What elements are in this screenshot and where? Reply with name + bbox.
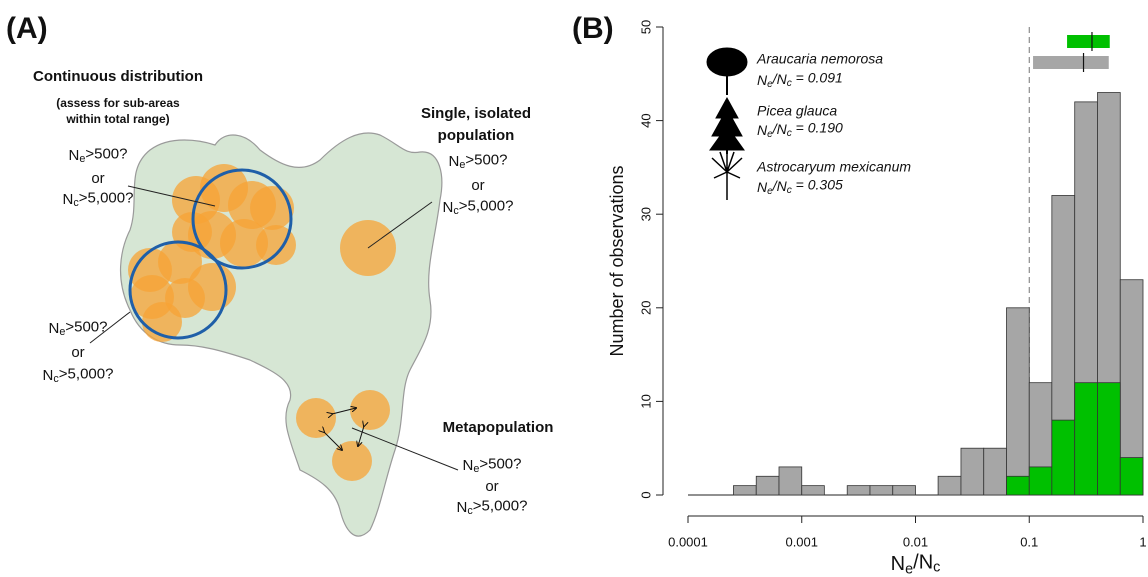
histogram-bar <box>1028 466 1053 496</box>
species-ratio: Ne​/Nc​ = 0.305 <box>757 176 843 196</box>
section-note: (assess for sub-areas <box>56 96 180 110</box>
species-ratio: Ne​/Nc​ = 0.091 <box>757 69 843 89</box>
tree-icons <box>706 47 748 200</box>
x-tick-label: 1 <box>1139 534 1146 549</box>
assessment-area <box>191 168 293 270</box>
histogram-bar <box>983 447 1007 496</box>
section-title: Metapopulation <box>443 419 554 436</box>
x-axis-label: Ne​/Nc​ <box>891 552 941 577</box>
y-tick-label: 20 <box>638 301 653 315</box>
y-tick-label: 30 <box>638 207 653 221</box>
assessment-area <box>128 240 228 340</box>
y-tick-label: 10 <box>638 394 653 408</box>
panel-a: (A) <box>6 12 554 537</box>
question: Ne​>500? <box>463 456 522 475</box>
y-tick-label: 50 <box>638 20 653 34</box>
question: Ne​>500? <box>449 152 508 171</box>
x-tick-label: 0.001 <box>785 534 818 549</box>
histogram-bar <box>778 466 803 496</box>
population <box>220 219 268 267</box>
histogram-bar <box>733 485 757 496</box>
y-axis-label: Number of observations <box>607 165 627 356</box>
histogram-bar <box>755 475 780 496</box>
histogram-bar <box>869 485 894 496</box>
histogram-bar <box>960 447 985 496</box>
arrow <box>324 432 342 450</box>
y-tick-label: 0 <box>638 491 653 498</box>
panel-label: (B) <box>572 12 614 45</box>
question: Nc​>5,000? <box>443 198 514 217</box>
question: or <box>71 344 84 361</box>
leader-line <box>127 185 216 207</box>
histogram-bar <box>937 475 962 496</box>
arrow <box>332 408 356 414</box>
histogram-bar <box>1051 419 1076 496</box>
range-bar <box>1033 56 1109 69</box>
section-note: within total range) <box>65 112 169 126</box>
section-title: population <box>438 127 515 144</box>
histogram-bar <box>1074 382 1098 496</box>
population <box>296 398 336 438</box>
population <box>332 441 372 481</box>
species-name: Astrocaryum mexicanum <box>756 159 911 175</box>
leader-lines <box>89 185 459 471</box>
x-tick-label: 0.01 <box>903 534 928 549</box>
population <box>350 390 390 430</box>
histogram-bar <box>846 485 871 496</box>
population <box>256 225 296 265</box>
species-name: Araucaria nemorosa <box>756 51 883 67</box>
section-title: Single, isolated <box>421 105 531 122</box>
leader-line <box>351 427 459 471</box>
x-tick-label: 0.1 <box>1020 534 1038 549</box>
question: Ne​>500? <box>49 319 108 338</box>
x-tick-label: 0.0001 <box>668 534 708 549</box>
section-title: Continuous distribution <box>33 68 203 85</box>
range-bar <box>1067 35 1110 48</box>
population <box>250 186 294 230</box>
question: or <box>471 177 484 194</box>
histogram-bar <box>1006 475 1030 496</box>
y-tick-label: 40 <box>638 113 653 127</box>
panel-label: (A) <box>6 12 48 45</box>
picea-icon <box>709 96 745 154</box>
question: Nc​>5,000? <box>43 366 114 385</box>
histogram-bar <box>892 485 916 496</box>
histogram-bar <box>1097 382 1121 496</box>
species-name: Picea glauca <box>757 103 837 119</box>
question: or <box>485 478 498 495</box>
dispersal-arrows <box>324 408 364 450</box>
population <box>158 240 202 284</box>
histogram-bar <box>1006 307 1030 496</box>
histogram-bar <box>1119 457 1144 496</box>
question: or <box>91 170 104 187</box>
leader-line <box>89 311 131 344</box>
astrocaryum-icon <box>711 150 743 200</box>
leader-line <box>367 201 433 249</box>
question: Nc​>5,000? <box>457 498 528 517</box>
species-ratio: Ne​/Nc​ = 0.190 <box>757 119 843 139</box>
question: Nc​>5,000? <box>63 190 134 209</box>
arrow <box>358 426 364 446</box>
araucaria-icon <box>706 47 748 95</box>
question: Ne​>500? <box>69 146 128 165</box>
histogram-bar <box>801 485 825 496</box>
